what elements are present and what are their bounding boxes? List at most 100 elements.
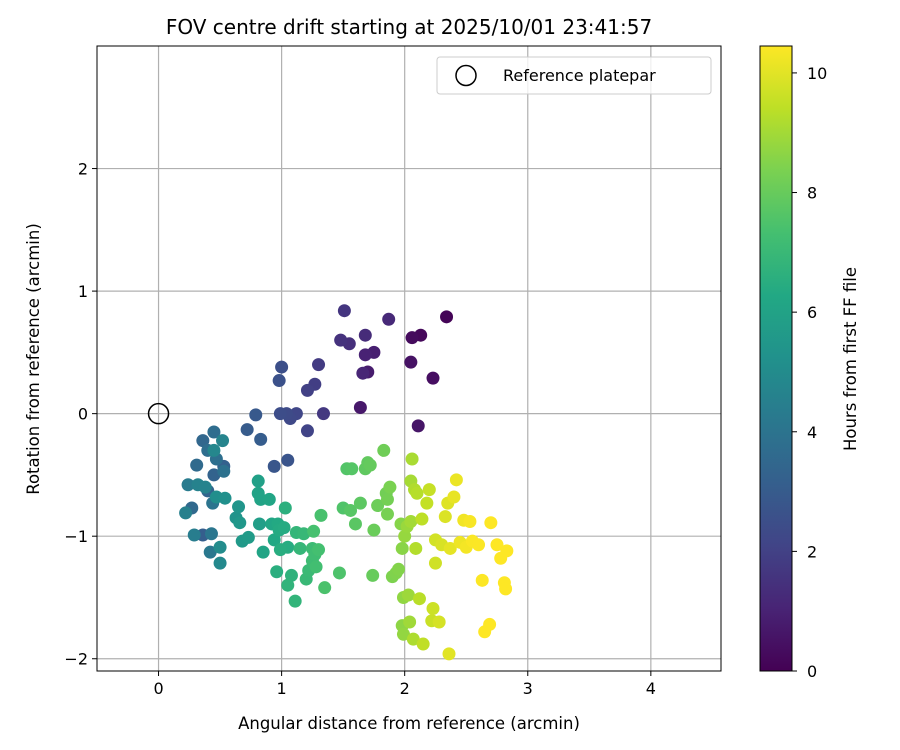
data-point bbox=[426, 371, 440, 385]
data-point bbox=[207, 468, 221, 482]
data-point bbox=[371, 499, 385, 513]
data-point bbox=[353, 401, 367, 415]
data-point bbox=[463, 514, 477, 528]
plot-frame bbox=[96, 45, 722, 672]
x-axis-ticks: 0 1 2 3 4 bbox=[153, 671, 656, 698]
data-point bbox=[241, 530, 255, 544]
data-point bbox=[440, 310, 454, 324]
data-point bbox=[316, 407, 330, 421]
data-point bbox=[420, 496, 434, 510]
x-axis-label: Angular distance from reference (arcmin) bbox=[238, 714, 580, 733]
y-axis-label: Rotation from reference (arcmin) bbox=[24, 223, 43, 495]
data-point bbox=[409, 541, 423, 555]
data-point bbox=[415, 512, 429, 526]
data-point bbox=[366, 568, 380, 582]
data-point bbox=[270, 565, 284, 579]
data-point bbox=[447, 490, 461, 504]
data-point bbox=[401, 588, 415, 602]
data-point bbox=[405, 452, 419, 466]
data-point bbox=[217, 464, 231, 478]
colorbar-gradient bbox=[760, 46, 792, 671]
data-point bbox=[314, 508, 328, 522]
y-tick-label: −1 bbox=[64, 527, 88, 546]
data-point bbox=[428, 556, 442, 570]
data-point bbox=[337, 304, 351, 318]
data-point bbox=[198, 480, 212, 494]
data-point bbox=[233, 516, 247, 530]
data-point bbox=[449, 473, 463, 487]
legend-label: Reference platepar bbox=[503, 66, 656, 85]
data-point bbox=[490, 538, 504, 552]
data-point bbox=[278, 501, 292, 515]
data-point bbox=[190, 458, 204, 472]
data-point bbox=[500, 544, 514, 558]
colorbar-ticks: 0 2 4 6 8 10 bbox=[792, 64, 827, 681]
data-point bbox=[272, 374, 286, 388]
data-point bbox=[345, 462, 359, 476]
data-point bbox=[363, 458, 377, 472]
y-tick-label: −2 bbox=[64, 650, 88, 669]
data-point bbox=[284, 568, 298, 582]
data-point bbox=[380, 492, 394, 506]
data-point bbox=[377, 443, 391, 457]
data-point bbox=[240, 423, 254, 437]
x-tick-label: 1 bbox=[277, 679, 287, 698]
data-point bbox=[472, 538, 486, 552]
data-point bbox=[300, 424, 314, 438]
data-point bbox=[281, 578, 295, 592]
data-point bbox=[216, 434, 230, 448]
legend-marker bbox=[455, 64, 477, 87]
colorbar: 0 2 4 6 8 10 Hours from first FF file bbox=[759, 45, 860, 681]
data-point bbox=[267, 533, 281, 547]
x-tick-label: 3 bbox=[523, 679, 533, 698]
data-point bbox=[499, 582, 513, 596]
data-point bbox=[412, 592, 426, 606]
data-point bbox=[443, 541, 457, 555]
y-tick-label: 0 bbox=[78, 405, 88, 424]
data-point bbox=[406, 632, 420, 646]
data-point bbox=[262, 492, 276, 506]
colorbar-label: Hours from first FF file bbox=[841, 267, 860, 451]
colorbar-tick-label: 2 bbox=[807, 542, 817, 561]
data-point bbox=[277, 521, 291, 535]
data-point bbox=[252, 517, 266, 531]
colorbar-tick-label: 8 bbox=[807, 184, 817, 203]
data-point bbox=[484, 516, 498, 530]
data-point bbox=[380, 507, 394, 521]
data-point bbox=[358, 348, 372, 362]
data-point bbox=[356, 366, 370, 380]
legend-box bbox=[436, 56, 712, 95]
data-point bbox=[273, 543, 287, 557]
data-point bbox=[249, 408, 263, 422]
data-point bbox=[395, 541, 409, 555]
data-point bbox=[398, 529, 412, 543]
data-point bbox=[438, 510, 452, 524]
x-tick-label: 2 bbox=[400, 679, 410, 698]
data-point bbox=[256, 545, 270, 559]
data-point bbox=[403, 615, 417, 629]
data-point bbox=[203, 545, 217, 559]
data-point bbox=[382, 312, 396, 326]
y-axis-ticks: −2 −1 0 1 2 bbox=[64, 160, 97, 669]
data-point bbox=[392, 562, 406, 576]
data-point bbox=[396, 627, 410, 641]
data-point bbox=[404, 355, 418, 369]
x-tick-label: 4 bbox=[646, 679, 656, 698]
data-point bbox=[312, 358, 326, 372]
data-point bbox=[273, 407, 287, 421]
data-point bbox=[207, 425, 221, 439]
chart-title: FOV centre drift starting at 2025/10/01 … bbox=[166, 15, 652, 39]
data-point bbox=[281, 453, 295, 467]
x-tick-label: 0 bbox=[153, 679, 163, 698]
plot-area: 0 1 2 3 4 −2 −1 0 1 2 bbox=[64, 45, 722, 698]
data-point bbox=[332, 566, 346, 580]
data-point bbox=[348, 517, 362, 531]
data-point bbox=[251, 474, 265, 488]
data-point bbox=[318, 581, 332, 595]
data-point bbox=[358, 328, 372, 342]
data-point bbox=[213, 540, 227, 554]
data-point bbox=[383, 480, 397, 494]
data-point bbox=[218, 491, 232, 505]
data-point bbox=[426, 602, 440, 615]
